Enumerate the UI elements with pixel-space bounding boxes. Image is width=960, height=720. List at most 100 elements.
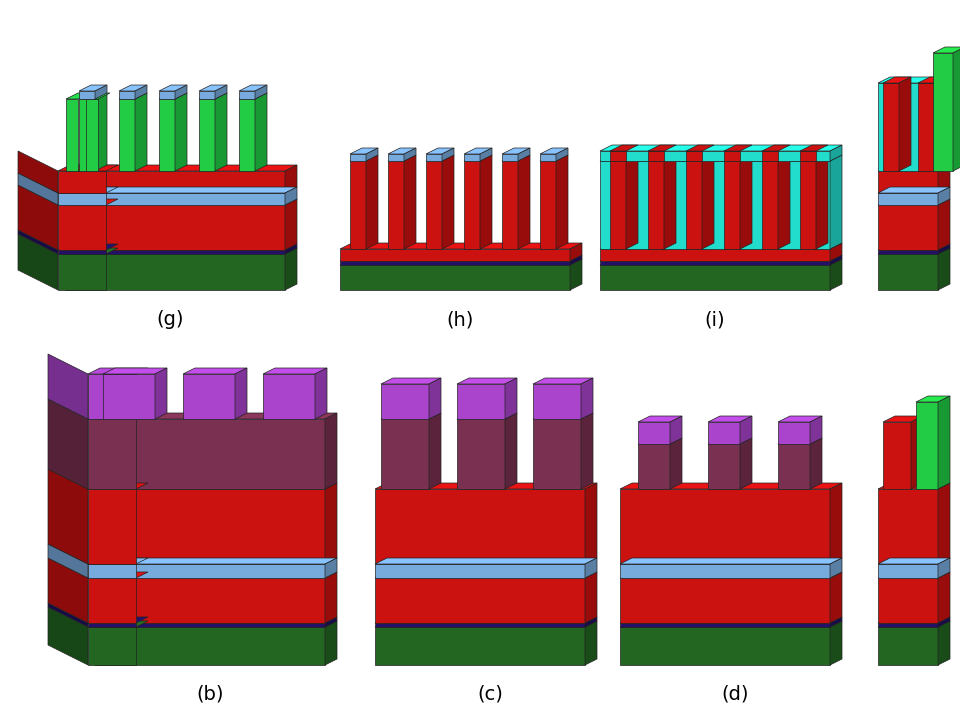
Polygon shape — [518, 155, 530, 249]
Polygon shape — [366, 148, 378, 161]
Text: (b): (b) — [196, 685, 224, 704]
Polygon shape — [830, 572, 842, 623]
Bar — [58, 193, 106, 205]
Bar — [88, 374, 136, 419]
Polygon shape — [88, 617, 148, 623]
Polygon shape — [878, 558, 950, 564]
Polygon shape — [600, 243, 842, 249]
Polygon shape — [938, 483, 950, 564]
Bar — [350, 161, 366, 249]
Polygon shape — [375, 617, 597, 623]
Polygon shape — [48, 558, 88, 623]
Bar — [686, 151, 702, 161]
Bar — [540, 154, 556, 161]
Polygon shape — [58, 248, 118, 254]
Polygon shape — [18, 230, 58, 254]
Bar — [340, 265, 570, 290]
Polygon shape — [938, 558, 950, 578]
Polygon shape — [255, 85, 267, 99]
Bar — [724, 161, 740, 249]
Bar — [620, 489, 830, 564]
Bar — [878, 193, 938, 205]
Polygon shape — [159, 85, 187, 91]
Bar — [88, 578, 136, 623]
Polygon shape — [810, 438, 822, 489]
Bar — [88, 627, 136, 665]
Polygon shape — [79, 93, 107, 99]
Polygon shape — [883, 416, 923, 422]
Bar — [381, 419, 429, 489]
Polygon shape — [570, 243, 582, 261]
Polygon shape — [285, 187, 297, 205]
Polygon shape — [88, 621, 148, 627]
Bar — [95, 564, 325, 578]
Bar — [933, 53, 953, 171]
Polygon shape — [325, 621, 337, 665]
Polygon shape — [816, 155, 828, 249]
Text: (g): (g) — [156, 310, 183, 329]
Polygon shape — [670, 438, 682, 489]
Polygon shape — [135, 93, 147, 171]
Polygon shape — [65, 187, 297, 193]
Bar — [878, 623, 938, 627]
Polygon shape — [585, 617, 597, 627]
Polygon shape — [58, 199, 118, 205]
Polygon shape — [426, 155, 454, 161]
Bar — [95, 489, 325, 564]
Bar — [502, 154, 518, 161]
Polygon shape — [556, 148, 568, 161]
Polygon shape — [585, 483, 597, 564]
Polygon shape — [620, 572, 842, 578]
Polygon shape — [155, 368, 167, 419]
Bar — [88, 489, 136, 564]
Polygon shape — [581, 378, 593, 419]
Polygon shape — [620, 483, 842, 489]
Polygon shape — [878, 187, 950, 193]
Polygon shape — [505, 413, 517, 489]
Polygon shape — [239, 93, 267, 99]
Bar — [58, 205, 106, 250]
Bar — [620, 627, 830, 665]
Polygon shape — [916, 396, 950, 402]
Polygon shape — [340, 243, 582, 249]
Polygon shape — [610, 145, 638, 151]
Polygon shape — [325, 617, 337, 627]
Polygon shape — [505, 378, 517, 419]
Polygon shape — [388, 148, 416, 154]
Polygon shape — [325, 558, 337, 578]
Bar — [648, 161, 664, 249]
Polygon shape — [18, 234, 58, 290]
Polygon shape — [938, 77, 950, 171]
Polygon shape — [86, 93, 110, 99]
Bar — [79, 91, 95, 99]
Polygon shape — [366, 155, 378, 249]
Bar — [878, 627, 938, 665]
Bar — [350, 154, 366, 161]
Polygon shape — [830, 145, 842, 161]
Polygon shape — [502, 155, 530, 161]
Bar — [65, 254, 285, 290]
Bar — [620, 623, 830, 627]
Polygon shape — [95, 572, 337, 578]
Polygon shape — [426, 148, 454, 154]
Bar — [762, 161, 778, 249]
Polygon shape — [442, 155, 454, 249]
Polygon shape — [79, 85, 107, 91]
Polygon shape — [830, 255, 842, 265]
Bar — [119, 91, 135, 99]
Bar — [878, 564, 938, 578]
Bar — [778, 444, 810, 489]
Polygon shape — [585, 572, 597, 623]
Bar — [878, 171, 938, 193]
Polygon shape — [285, 244, 297, 254]
Polygon shape — [518, 148, 530, 161]
Polygon shape — [830, 621, 842, 665]
Polygon shape — [48, 544, 88, 578]
Polygon shape — [95, 413, 337, 419]
Polygon shape — [442, 148, 454, 161]
Polygon shape — [933, 47, 960, 53]
Bar — [638, 422, 670, 444]
Polygon shape — [199, 85, 227, 91]
Polygon shape — [830, 558, 842, 578]
Bar — [464, 161, 480, 249]
